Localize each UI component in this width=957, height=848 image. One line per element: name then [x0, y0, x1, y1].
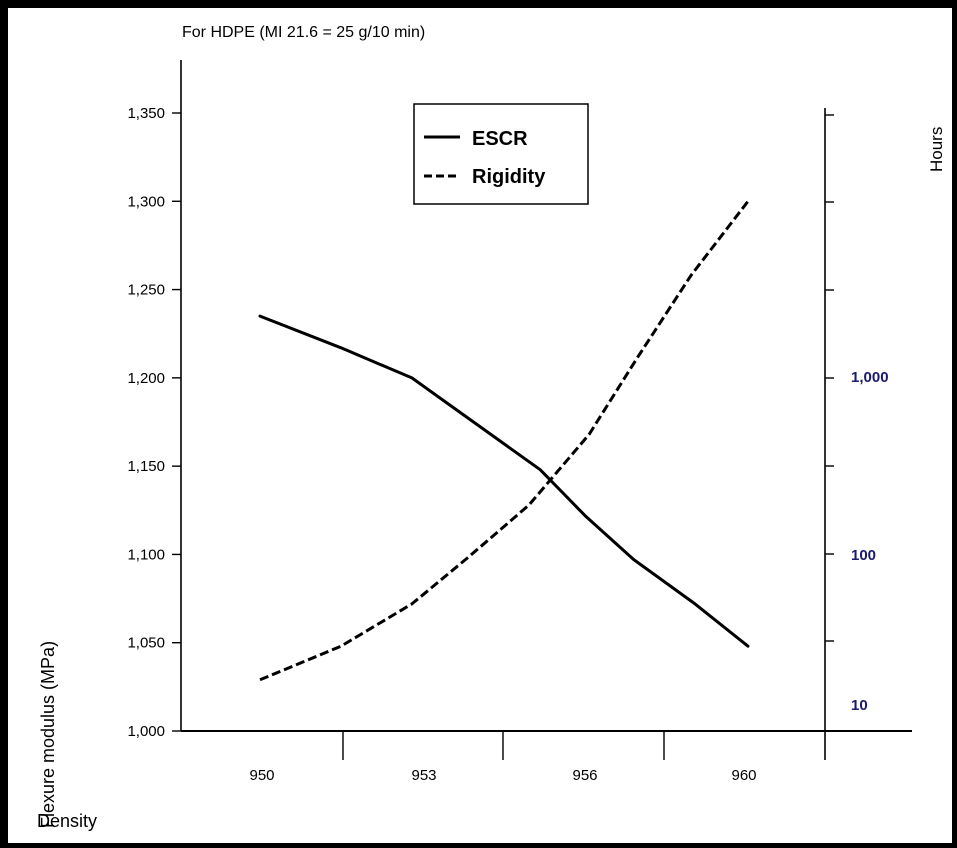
- y-tick-label: 1,100: [127, 546, 165, 563]
- y2-tick-label: 10: [851, 697, 868, 714]
- x-tick-label: 960: [731, 767, 756, 784]
- x-tick-label: 950: [249, 767, 274, 784]
- y2-axis-label: Hours: [927, 127, 946, 172]
- y2-tick-label: 100: [851, 547, 876, 564]
- y-tick-label: 1,150: [127, 458, 165, 475]
- x-ticks: 950 953 956 960: [249, 731, 757, 784]
- series-line-rigidity: [259, 200, 750, 682]
- x-axis-label: Density: [37, 811, 97, 831]
- y-tick-label: 1,000: [127, 723, 165, 740]
- y-ticks: 1,000 1,050 1,100 1,150 1,200 1,250 1,300 1,350: [127, 105, 181, 740]
- y-tick-label: 1,050: [127, 635, 165, 652]
- legend: ESCR Rigidity: [413, 103, 589, 205]
- x-tick-label: 953: [411, 767, 436, 784]
- series-line-escr: [258, 314, 750, 648]
- series-lines: [258, 200, 750, 682]
- y2-tick-label: 1,000: [851, 369, 889, 386]
- y2-ticks: 10 100 1,000: [825, 114, 889, 732]
- legend-label-rigidity: Rigidity: [472, 166, 546, 188]
- y-tick-label: 1,200: [127, 370, 165, 387]
- x-tick-label: 956: [572, 767, 597, 784]
- legend-label-escr: ESCR: [472, 128, 528, 150]
- legend-box: [413, 103, 589, 205]
- y-axis-label: Flexure modulus (MPa): [38, 641, 58, 828]
- y-tick-label: 1,250: [127, 282, 165, 299]
- chart-title: For HDPE (MI 21.6 = 25 g/10 min): [182, 24, 425, 41]
- y-tick-label: 1,300: [127, 193, 165, 210]
- y-tick-label: 1,350: [127, 105, 165, 122]
